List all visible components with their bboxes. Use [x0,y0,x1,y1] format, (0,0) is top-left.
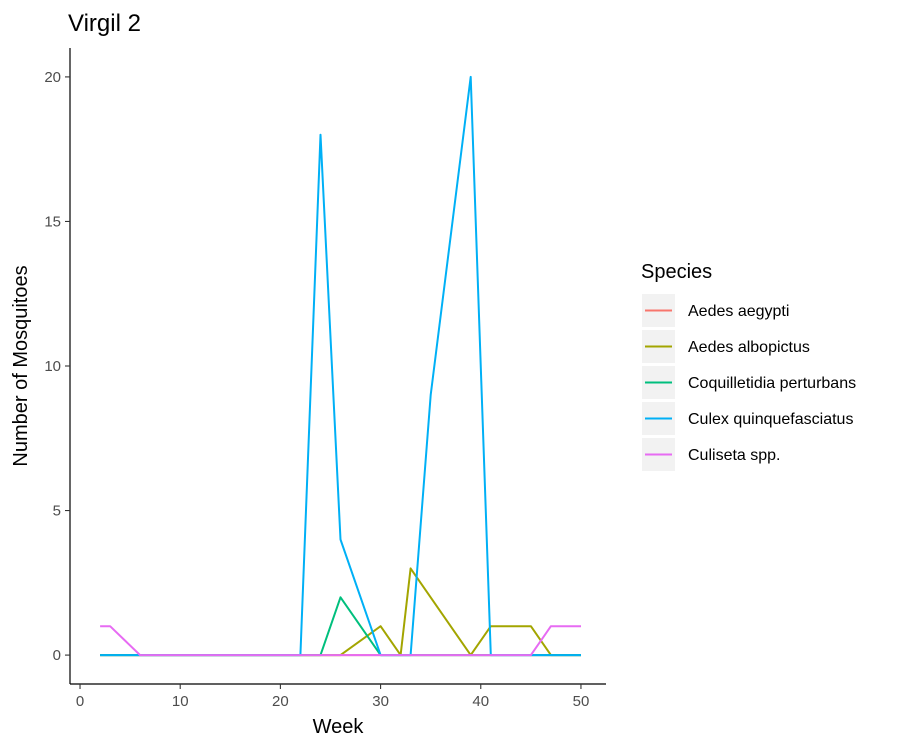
x-tick-label: 10 [172,693,189,710]
legend-label: Aedes aegypti [688,303,789,320]
x-tick-label: 20 [272,693,289,710]
y-tick-label: 0 [53,647,61,664]
legend: Species Aedes aegypti Aedes albopictus Coq… [641,261,856,471]
legend-item: Aedes aegypti [642,294,789,327]
y-tick-label: 10 [44,358,61,375]
x-axis-title: Week [313,716,365,738]
y-axis-ticks: 0 5 10 15 20 [44,69,70,664]
x-tick-label: 30 [372,693,389,710]
series-line [100,567,581,657]
y-axis-title: Number of Mosquitoes [10,265,32,466]
y-tick-label: 20 [44,69,61,86]
legend-item: Culex quinquefasciatus [642,402,853,435]
legend-label: Culiseta spp. [688,447,781,464]
legend-item: Culiseta spp. [642,438,781,471]
legend-title: Species [641,261,712,283]
legend-items: Aedes aegypti Aedes albopictus Coquilletid… [642,294,856,471]
series-lines [100,75,581,657]
plot-area: 0 10 20 30 40 50 0 5 10 15 20 [44,48,606,710]
x-tick-label: 50 [573,693,590,710]
legend-label: Culex quinquefasciatus [688,411,853,428]
y-tick-label: 5 [53,503,61,520]
series-line [100,625,581,657]
legend-item: Aedes albopictus [642,330,810,363]
legend-label: Aedes albopictus [688,339,810,356]
x-tick-label: 0 [76,693,84,710]
legend-label: Coquilletidia perturbans [688,375,856,392]
x-axis-ticks: 0 10 20 30 40 50 [76,684,589,710]
chart-title: Virgil 2 [68,10,141,37]
x-tick-label: 40 [472,693,489,710]
series-line [100,75,581,657]
legend-item: Coquilletidia perturbans [642,366,856,399]
y-tick-label: 15 [44,213,61,230]
